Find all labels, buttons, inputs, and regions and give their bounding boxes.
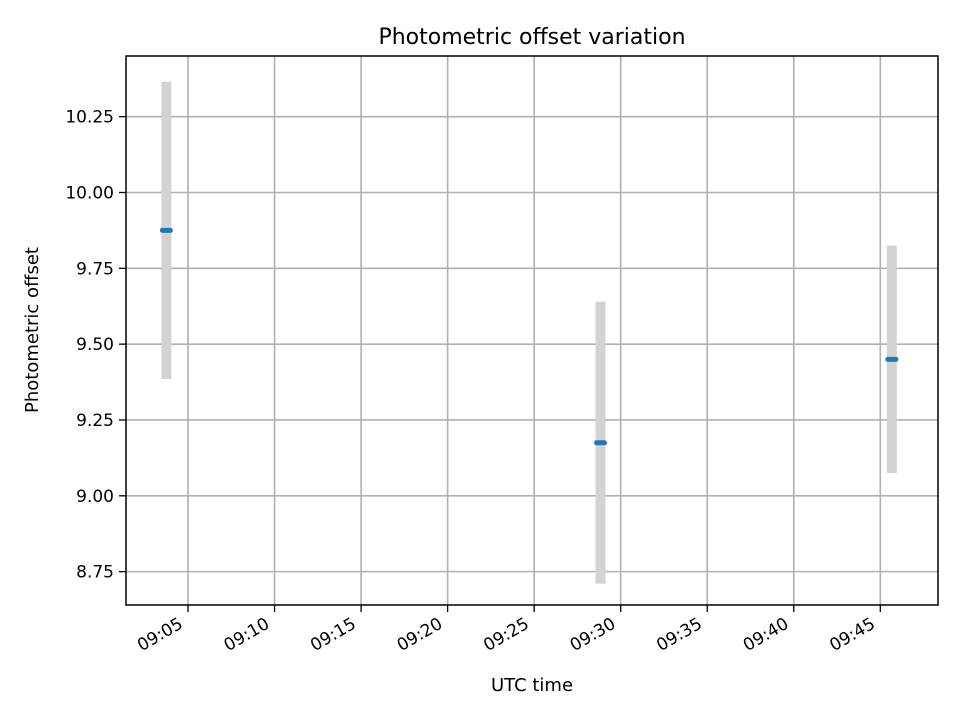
y-tick-label: 10.25 bbox=[65, 108, 114, 128]
y-tick-label: 9.75 bbox=[76, 259, 114, 279]
x-axis-label: UTC time bbox=[491, 675, 573, 696]
y-tick-label: 10.00 bbox=[65, 183, 114, 203]
grid-layer bbox=[126, 56, 938, 605]
marks-layer bbox=[159, 81, 899, 584]
chart-title: Photometric offset variation bbox=[378, 25, 685, 50]
y-tick-label: 9.25 bbox=[76, 411, 114, 431]
y-tick-label: 8.75 bbox=[76, 563, 114, 583]
y-tick-label: 9.50 bbox=[76, 335, 114, 355]
y-tick-label: 9.00 bbox=[76, 487, 114, 507]
y-axis-label: Photometric offset bbox=[22, 247, 43, 413]
plot-frame bbox=[125, 55, 939, 606]
